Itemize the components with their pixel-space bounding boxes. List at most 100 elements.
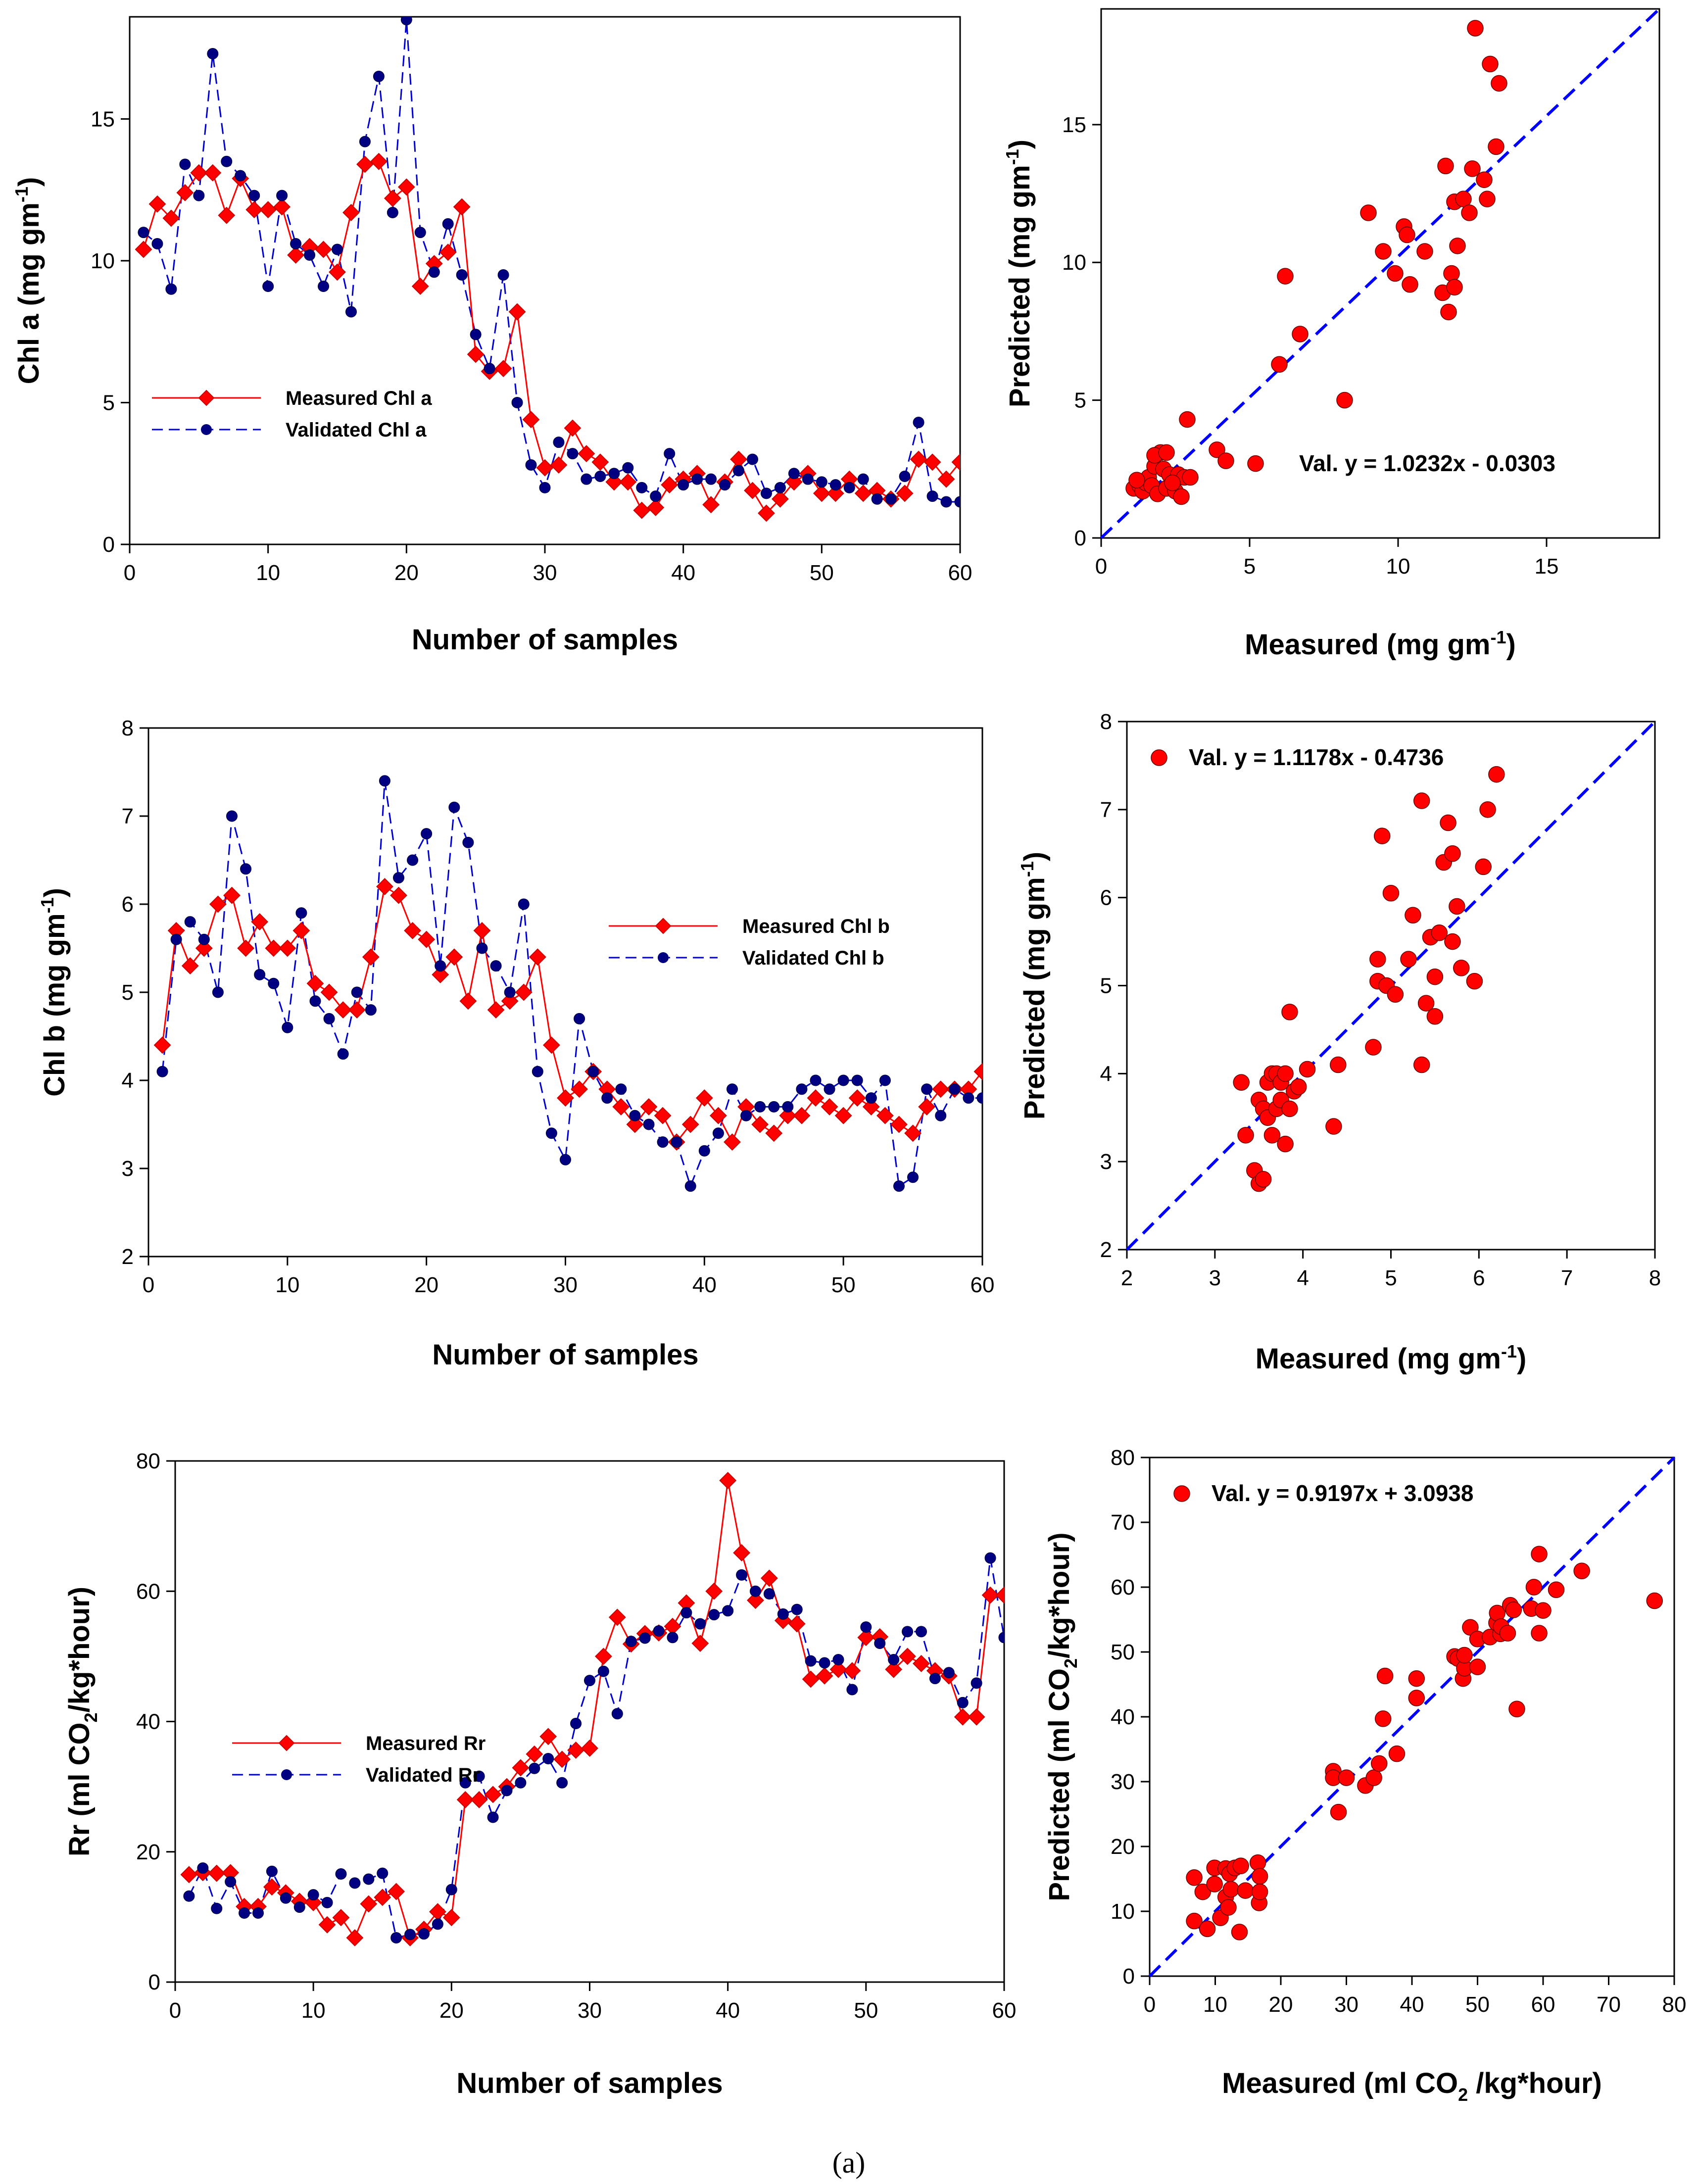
y-axis-title-end: ) bbox=[39, 888, 71, 897]
validated-point bbox=[321, 1896, 333, 1908]
measured-point bbox=[484, 1786, 502, 1803]
measured-point bbox=[910, 450, 927, 468]
measured-point bbox=[626, 1116, 644, 1133]
validated-point bbox=[671, 1136, 682, 1148]
y-axis-title-sub: 2 bbox=[81, 1712, 101, 1722]
validated-point bbox=[207, 48, 219, 60]
validated-point bbox=[639, 1632, 651, 1644]
validated-point bbox=[365, 1004, 377, 1016]
validated-point bbox=[414, 227, 426, 239]
measured-point bbox=[384, 190, 401, 207]
validated-point bbox=[750, 1585, 761, 1597]
scatter-point bbox=[1431, 924, 1448, 941]
y-tick-label: 10 bbox=[1111, 1899, 1135, 1924]
scatter-point bbox=[1222, 1881, 1240, 1898]
scatter-point bbox=[1405, 907, 1421, 923]
validated-point bbox=[940, 496, 952, 508]
measured-point bbox=[320, 983, 338, 1001]
y-tick-label: 4 bbox=[1100, 1062, 1112, 1086]
measured-point bbox=[209, 895, 227, 913]
measured-point bbox=[539, 1728, 557, 1746]
validated-point bbox=[221, 155, 233, 167]
validated-point bbox=[874, 1638, 886, 1650]
measured-point bbox=[332, 1909, 350, 1927]
scatter-point bbox=[1443, 265, 1460, 282]
series-line-validated bbox=[161, 780, 982, 1189]
validated-point bbox=[225, 1876, 237, 1888]
validated-point bbox=[504, 986, 516, 998]
validated-point bbox=[747, 453, 758, 465]
measured-point bbox=[176, 184, 194, 201]
validated-point bbox=[248, 190, 260, 201]
validated-point bbox=[151, 238, 163, 249]
scatter-point bbox=[1535, 1602, 1552, 1619]
validated-point bbox=[819, 1657, 830, 1669]
measured-point bbox=[536, 459, 554, 477]
y-tick-label: 60 bbox=[136, 1579, 160, 1603]
measured-point bbox=[724, 1133, 741, 1151]
measured-point bbox=[374, 1889, 391, 1906]
validated-point bbox=[760, 487, 772, 499]
y-axis-title-main: Chl a (mg gm bbox=[13, 202, 45, 384]
measured-point bbox=[981, 1586, 999, 1604]
equation-marker bbox=[1173, 1485, 1190, 1502]
validated-point bbox=[810, 1074, 822, 1086]
scatter-point bbox=[1426, 968, 1444, 985]
validated-point bbox=[323, 1013, 335, 1024]
x-tick-label: 50 bbox=[1465, 1992, 1490, 2017]
measured-point bbox=[494, 360, 512, 378]
scatter-point bbox=[1388, 1745, 1406, 1762]
scatter-point bbox=[1440, 303, 1457, 321]
scatter-point bbox=[1449, 898, 1465, 915]
measured-point bbox=[654, 1107, 672, 1124]
validated-point bbox=[239, 1907, 250, 1919]
measured-point bbox=[854, 485, 872, 502]
measured-point bbox=[661, 476, 679, 494]
x-tick-label: 60 bbox=[1531, 1992, 1555, 2017]
measured-point bbox=[473, 922, 491, 939]
measured-point bbox=[702, 496, 720, 514]
validated-point bbox=[421, 828, 433, 840]
measured-point bbox=[456, 1791, 474, 1808]
scatter-point bbox=[1173, 488, 1190, 505]
scatter-point bbox=[1444, 845, 1461, 862]
scatter-point bbox=[1251, 1883, 1268, 1900]
measured-point bbox=[821, 1098, 838, 1116]
y-tick-label: 8 bbox=[1100, 710, 1112, 734]
x-tick-label: 3 bbox=[1209, 1266, 1221, 1290]
validated-point bbox=[949, 1083, 961, 1095]
scatter-point bbox=[1220, 1899, 1237, 1916]
measured-point bbox=[148, 195, 166, 213]
measured-point bbox=[543, 1036, 560, 1054]
x-tick-label: 70 bbox=[1597, 1992, 1621, 2017]
validated-point bbox=[226, 810, 238, 822]
scatter-point bbox=[1290, 1078, 1307, 1095]
validated-point bbox=[768, 1101, 780, 1113]
x-tick-label: 15 bbox=[1535, 554, 1559, 579]
measured-point bbox=[223, 886, 241, 904]
y-tick-label: 80 bbox=[1111, 1446, 1135, 1470]
equation-marker bbox=[1151, 749, 1167, 766]
legend-label-measured: Measured Chl b bbox=[742, 916, 890, 937]
scatter-point bbox=[1400, 951, 1417, 968]
measured-point bbox=[445, 948, 463, 966]
y-axis-title-end: ) bbox=[13, 177, 45, 187]
validated-point bbox=[824, 1083, 835, 1095]
validated-point bbox=[235, 170, 246, 182]
x-tick-label: 80 bbox=[1662, 1992, 1687, 2017]
scatter-point bbox=[1237, 1127, 1254, 1144]
validated-point bbox=[293, 1901, 305, 1913]
measured-point bbox=[334, 1001, 352, 1019]
figure-caption: (a) bbox=[832, 2146, 866, 2179]
y-tick-label: 15 bbox=[91, 107, 115, 131]
measured-point bbox=[719, 1472, 737, 1489]
x-axis-title: Number of samples bbox=[412, 624, 678, 656]
scatter-point bbox=[1374, 1710, 1392, 1727]
validated-point bbox=[539, 482, 551, 493]
scatter-point bbox=[1371, 1755, 1388, 1772]
measured-point bbox=[640, 1098, 658, 1116]
validated-point bbox=[268, 977, 280, 989]
measured-point bbox=[346, 1929, 364, 1946]
